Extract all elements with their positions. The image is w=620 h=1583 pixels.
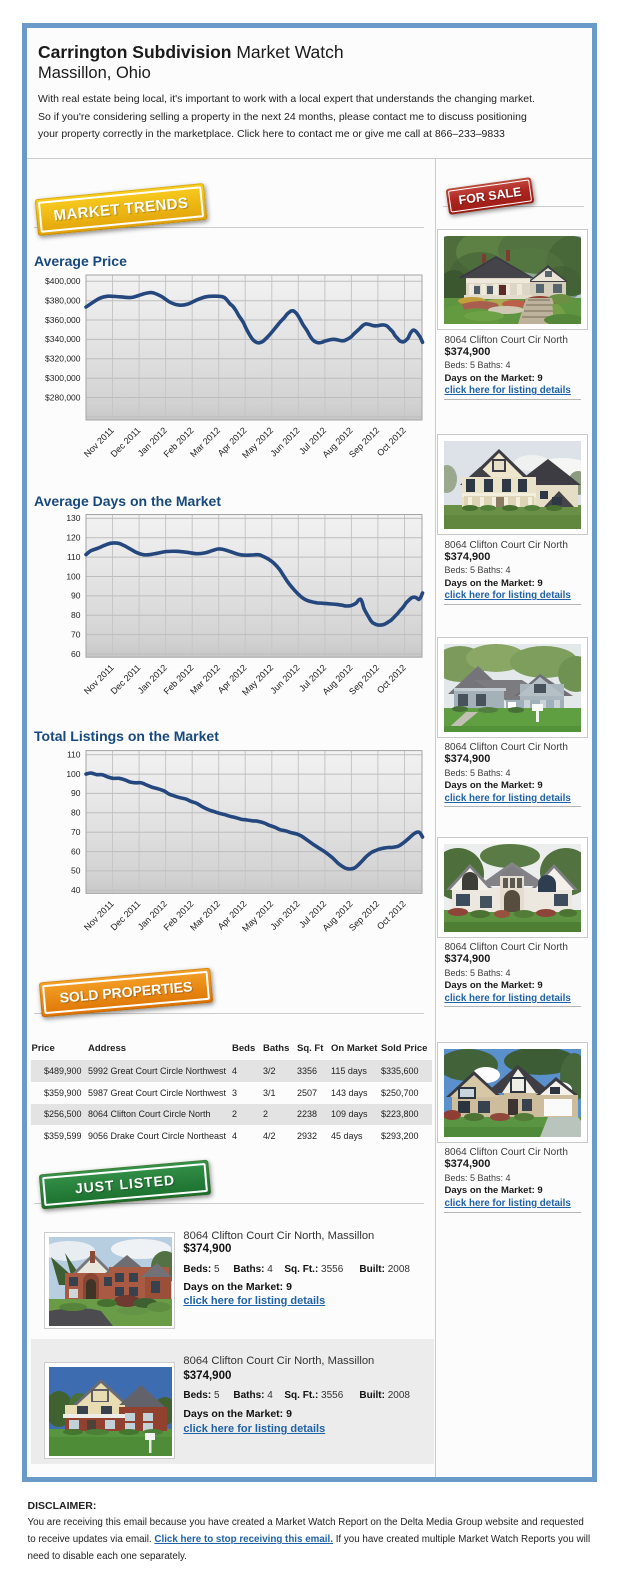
svg-text:Oct 2012: Oct 2012 <box>375 662 408 695</box>
svg-text:Jun 2012: Jun 2012 <box>268 899 301 932</box>
svg-text:110: 110 <box>67 750 81 760</box>
svg-text:60: 60 <box>71 846 81 856</box>
svg-text:Oct 2012: Oct 2012 <box>375 425 408 458</box>
svg-text:80: 80 <box>71 610 81 620</box>
svg-text:Jun 2012: Jun 2012 <box>268 425 301 458</box>
svg-text:70: 70 <box>71 827 81 837</box>
svg-text:$400,000: $400,000 <box>45 276 81 286</box>
svg-text:50: 50 <box>71 866 81 876</box>
svg-text:60: 60 <box>71 649 81 659</box>
svg-text:$360,000: $360,000 <box>45 315 81 325</box>
svg-text:Oct 2012: Oct 2012 <box>375 899 408 932</box>
svg-text:Jun 2012: Jun 2012 <box>268 662 301 695</box>
svg-text:$280,000: $280,000 <box>45 392 81 402</box>
svg-text:$340,000: $340,000 <box>45 334 81 344</box>
svg-text:$300,000: $300,000 <box>45 373 81 383</box>
svg-text:110: 110 <box>67 552 81 562</box>
svg-text:90: 90 <box>71 788 81 798</box>
svg-text:130: 130 <box>66 513 80 523</box>
svg-text:100: 100 <box>66 769 80 779</box>
svg-text:80: 80 <box>71 808 81 818</box>
svg-text:100: 100 <box>66 571 80 581</box>
svg-text:90: 90 <box>71 591 81 601</box>
svg-text:40: 40 <box>71 885 81 895</box>
svg-text:70: 70 <box>71 629 81 639</box>
svg-text:$320,000: $320,000 <box>45 354 81 364</box>
svg-text:$380,000: $380,000 <box>45 296 81 306</box>
svg-text:120: 120 <box>66 533 80 543</box>
